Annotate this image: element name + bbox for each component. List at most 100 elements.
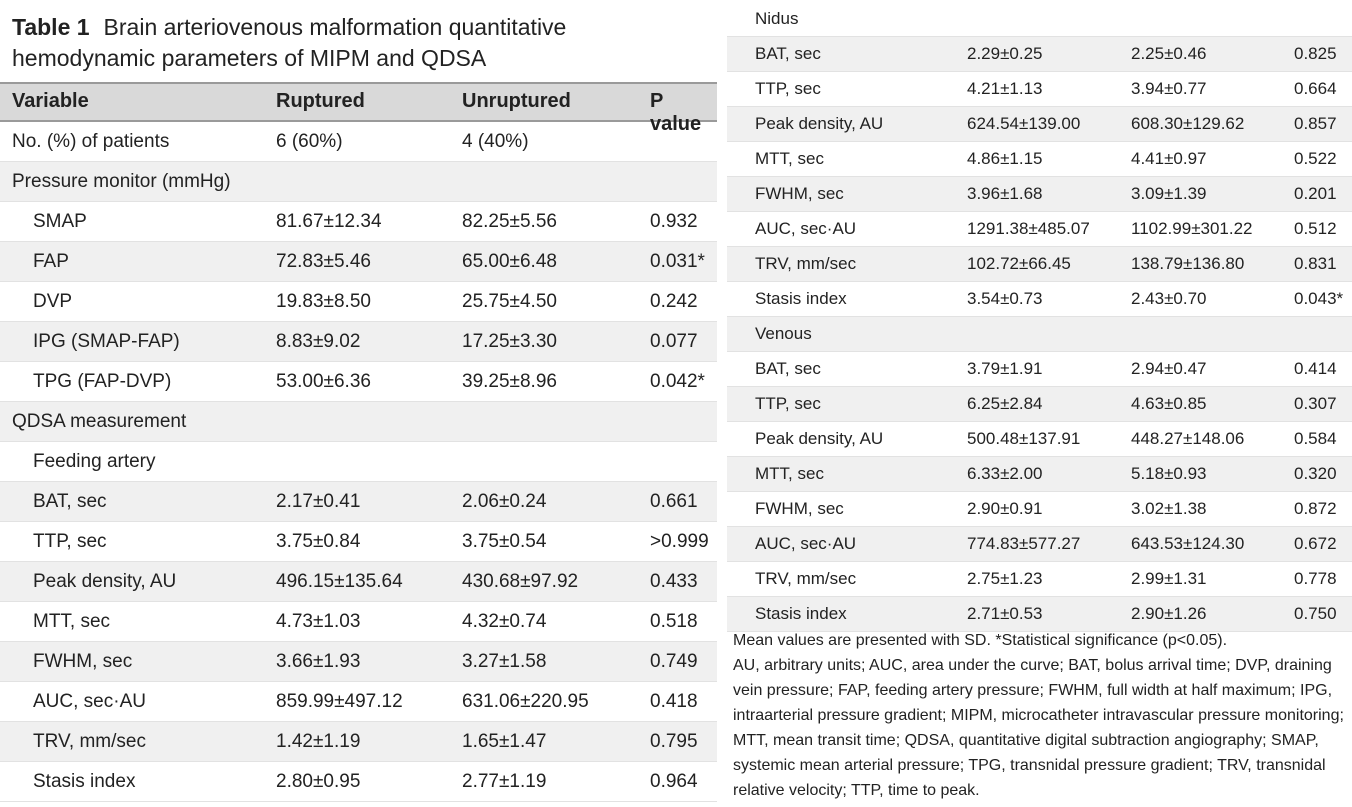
ruptured-cell: 19.83±8.50 <box>276 291 371 312</box>
ruptured-cell: 72.83±5.46 <box>276 251 371 272</box>
unruptured-cell: 1102.99±301.22 <box>1131 219 1253 238</box>
unruptured-cell: 65.00±6.48 <box>462 251 557 272</box>
ruptured-cell: 6.33±2.00 <box>967 464 1043 483</box>
pvalue-cell: 0.672 <box>1294 534 1337 553</box>
footnote-significance: Mean values are presented with SD. *Stat… <box>733 632 1228 649</box>
ruptured-cell: 500.48±137.91 <box>967 429 1081 448</box>
ruptured-cell: 2.80±0.95 <box>276 771 361 792</box>
header-variable: Variable <box>12 90 89 112</box>
pvalue-cell: 0.320 <box>1294 464 1337 483</box>
unruptured-cell: 5.18±0.93 <box>1131 464 1207 483</box>
variable-cell: AUC, sec·AU <box>33 691 146 712</box>
table-right-panel: Nidus BAT, sec 2.29±0.25 2.25±0.46 0.825 TTP,… <box>727 0 1352 807</box>
ruptured-cell: 3.96±1.68 <box>967 184 1043 203</box>
unruptured-cell: 2.94±0.47 <box>1131 359 1207 378</box>
ruptured-cell: 2.17±0.41 <box>276 491 361 512</box>
pvalue-cell: 0.414 <box>1294 359 1337 378</box>
ruptured-cell: 3.75±0.84 <box>276 531 361 552</box>
table-row: TRV, mm/sec 102.72±66.45 138.79±136.80 0.83… <box>727 247 1352 282</box>
table-title-text: Brain arteriovenous malformation quantit… <box>12 14 567 71</box>
table-row: FAP 72.83±5.46 65.00±6.48 0.031* <box>0 242 717 282</box>
table-row: Peak density, AU 496.15±135.64 430.68±97.9… <box>0 562 717 602</box>
unruptured-cell: 25.75±4.50 <box>462 291 557 312</box>
section-label: Pressure monitor (mmHg) <box>12 171 231 192</box>
unruptured-cell: 4.32±0.74 <box>462 611 547 632</box>
variable-cell: TTP, sec <box>755 79 821 98</box>
unruptured-cell: 631.06±220.95 <box>462 691 589 712</box>
ruptured-cell: 2.29±0.25 <box>967 44 1043 63</box>
variable-cell: No. (%) of patients <box>12 131 170 152</box>
pvalue-cell: 0.932 <box>650 211 698 232</box>
footnote-abbreviations: AU, arbitrary units; AUC, area under the… <box>733 657 1344 799</box>
table-row: BAT, sec 2.17±0.41 2.06±0.24 0.661 <box>0 482 717 522</box>
ruptured-cell: 2.71±0.53 <box>967 604 1043 623</box>
pvalue-cell: 0.584 <box>1294 429 1337 448</box>
table-row: Stasis index 2.71±0.53 2.90±1.26 0.750 <box>727 597 1352 632</box>
section-row: Nidus <box>727 2 1352 37</box>
variable-cell: FWHM, sec <box>755 184 844 203</box>
pvalue-cell: 0.825 <box>1294 44 1337 63</box>
ruptured-cell: 496.15±135.64 <box>276 571 403 592</box>
table-row: AUC, sec·AU 859.99±497.12 631.06±220.95 0.4… <box>0 682 717 722</box>
unruptured-cell: 2.43±0.70 <box>1131 289 1207 308</box>
section-label: Feeding artery <box>33 451 156 472</box>
variable-cell: Stasis index <box>755 289 847 308</box>
pvalue-cell: 0.201 <box>1294 184 1337 203</box>
header-unruptured: Unruptured <box>462 90 571 112</box>
ruptured-cell: 624.54±139.00 <box>967 114 1081 133</box>
table-row: SMAP 81.67±12.34 82.25±5.56 0.932 <box>0 202 717 242</box>
table-row: AUC, sec·AU 774.83±577.27 643.53±124.30 0.6… <box>727 527 1352 562</box>
pvalue-cell: >0.999 <box>650 531 709 552</box>
section-label: QDSA measurement <box>12 411 187 432</box>
section-label: Venous <box>755 324 812 343</box>
unruptured-cell: 608.30±129.62 <box>1131 114 1245 133</box>
pvalue-cell: 0.242 <box>650 291 698 312</box>
pvalue-cell: 0.778 <box>1294 569 1337 588</box>
pvalue-cell: 0.831 <box>1294 254 1337 273</box>
pvalue-cell: 0.661 <box>650 491 698 512</box>
variable-cell: Peak density, AU <box>33 571 177 592</box>
ruptured-cell: 2.90±0.91 <box>967 499 1043 518</box>
pvalue-cell: 0.043* <box>1294 289 1344 308</box>
unruptured-cell: 3.75±0.54 <box>462 531 547 552</box>
variable-cell: Peak density, AU <box>755 429 884 448</box>
pvalue-cell: 0.518 <box>650 611 698 632</box>
ruptured-cell: 6 (60%) <box>276 131 343 152</box>
table-row: MTT, sec 4.73±1.03 4.32±0.74 0.518 <box>0 602 717 642</box>
pvalue-cell: 0.418 <box>650 691 698 712</box>
pvalue-cell: 0.795 <box>650 731 698 752</box>
table-row: TTP, sec 3.75±0.84 3.75±0.54 >0.999 <box>0 522 717 562</box>
unruptured-cell: 4 (40%) <box>462 131 529 152</box>
variable-cell: Stasis index <box>33 771 136 792</box>
variable-cell: TTP, sec <box>33 531 107 552</box>
table-row: BAT, sec 3.79±1.91 2.94±0.47 0.414 <box>727 352 1352 387</box>
unruptured-cell: 643.53±124.30 <box>1131 534 1245 553</box>
unruptured-cell: 39.25±8.96 <box>462 371 557 392</box>
unruptured-cell: 448.27±148.06 <box>1131 429 1245 448</box>
table-row: Peak density, AU 500.48±137.91 448.27±148.… <box>727 422 1352 457</box>
variable-cell: BAT, sec <box>755 359 821 378</box>
table-row: Peak density, AU 624.54±139.00 608.30±129.… <box>727 107 1352 142</box>
variable-cell: TRV, mm/sec <box>755 569 857 588</box>
variable-cell: TPG (FAP-DVP) <box>33 371 172 392</box>
variable-cell: AUC, sec·AU <box>755 534 857 553</box>
unruptured-cell: 2.99±1.31 <box>1131 569 1207 588</box>
variable-cell: MTT, sec <box>755 149 824 168</box>
table-row: TTP, sec 4.21±1.13 3.94±0.77 0.664 <box>727 72 1352 107</box>
table-row: TRV, mm/sec 1.42±1.19 1.65±1.47 0.795 <box>0 722 717 762</box>
header-ruptured: Ruptured <box>276 90 365 112</box>
table-row: No. (%) of patients 6 (60%) 4 (40%) <box>0 122 717 162</box>
ruptured-cell: 4.73±1.03 <box>276 611 361 632</box>
unruptured-cell: 3.94±0.77 <box>1131 79 1207 98</box>
variable-cell: FWHM, sec <box>755 499 844 518</box>
ruptured-cell: 3.54±0.73 <box>967 289 1043 308</box>
unruptured-cell: 3.09±1.39 <box>1131 184 1207 203</box>
pvalue-cell: 0.433 <box>650 571 698 592</box>
pvalue-cell: 0.042* <box>650 371 705 392</box>
variable-cell: MTT, sec <box>755 464 824 483</box>
table-row: MTT, sec 6.33±2.00 5.18±0.93 0.320 <box>727 457 1352 492</box>
pvalue-cell: 0.307 <box>1294 394 1337 413</box>
pvalue-cell: 0.664 <box>1294 79 1337 98</box>
unruptured-cell: 82.25±5.56 <box>462 211 557 232</box>
unruptured-cell: 1.65±1.47 <box>462 731 547 752</box>
